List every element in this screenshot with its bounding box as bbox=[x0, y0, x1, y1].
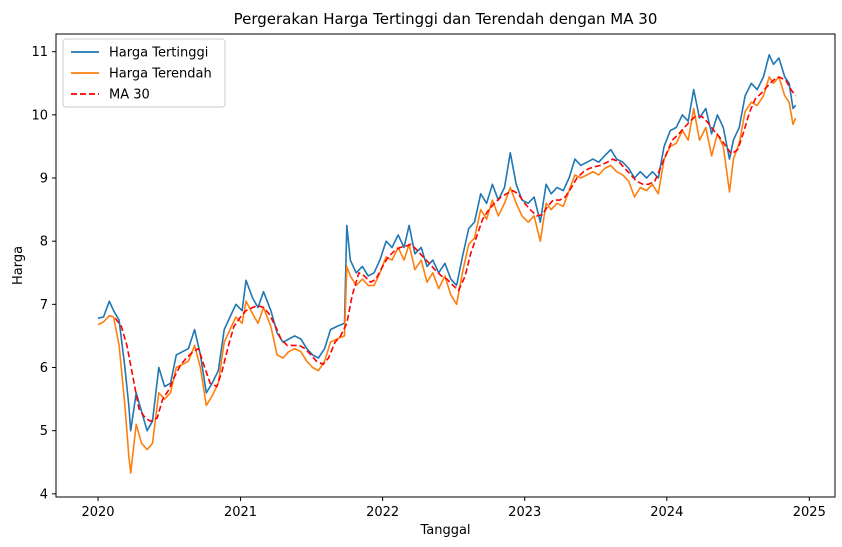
y-tick-label: 9 bbox=[40, 172, 48, 187]
x-tick-label: 2020 bbox=[81, 505, 114, 520]
y-tick-label: 10 bbox=[31, 108, 48, 123]
x-axis-label: Tanggal bbox=[419, 523, 470, 538]
y-tick-label: 8 bbox=[40, 235, 48, 250]
y-tick-label: 7 bbox=[40, 298, 48, 313]
legend-box bbox=[62, 38, 226, 108]
x-tick-label: 2024 bbox=[650, 505, 683, 520]
series-line-2 bbox=[97, 76, 797, 474]
legend-label: MA 30 bbox=[109, 88, 150, 103]
chart-title: Pergerakan Harga Tertinggi dan Terendah … bbox=[234, 10, 658, 28]
y-tick-label: 11 bbox=[31, 45, 48, 60]
y-tick-label: 6 bbox=[40, 361, 48, 376]
y-axis: 4 5 6 7 8 9 10 11 bbox=[31, 45, 56, 502]
legend: Harga Tertinggi Harga Terendah MA 30 bbox=[62, 38, 226, 108]
x-axis: 2020 2021 2022 2023 2024 2025 bbox=[81, 497, 826, 520]
series-layer bbox=[97, 54, 797, 474]
series-line-1 bbox=[97, 54, 797, 432]
x-tick-label: 2025 bbox=[793, 505, 826, 520]
plot-frame bbox=[55, 33, 836, 498]
x-tick-label: 2021 bbox=[224, 505, 257, 520]
legend-label: Harga Tertinggi bbox=[109, 46, 208, 61]
legend-label: Harga Terendah bbox=[109, 67, 212, 82]
x-tick-label: 2022 bbox=[366, 505, 399, 520]
y-axis-label: Harga bbox=[11, 246, 26, 285]
series-line-3 bbox=[114, 76, 797, 422]
y-tick-label: 5 bbox=[40, 424, 48, 439]
x-tick-label: 2023 bbox=[508, 505, 541, 520]
y-tick-label: 4 bbox=[40, 487, 48, 502]
